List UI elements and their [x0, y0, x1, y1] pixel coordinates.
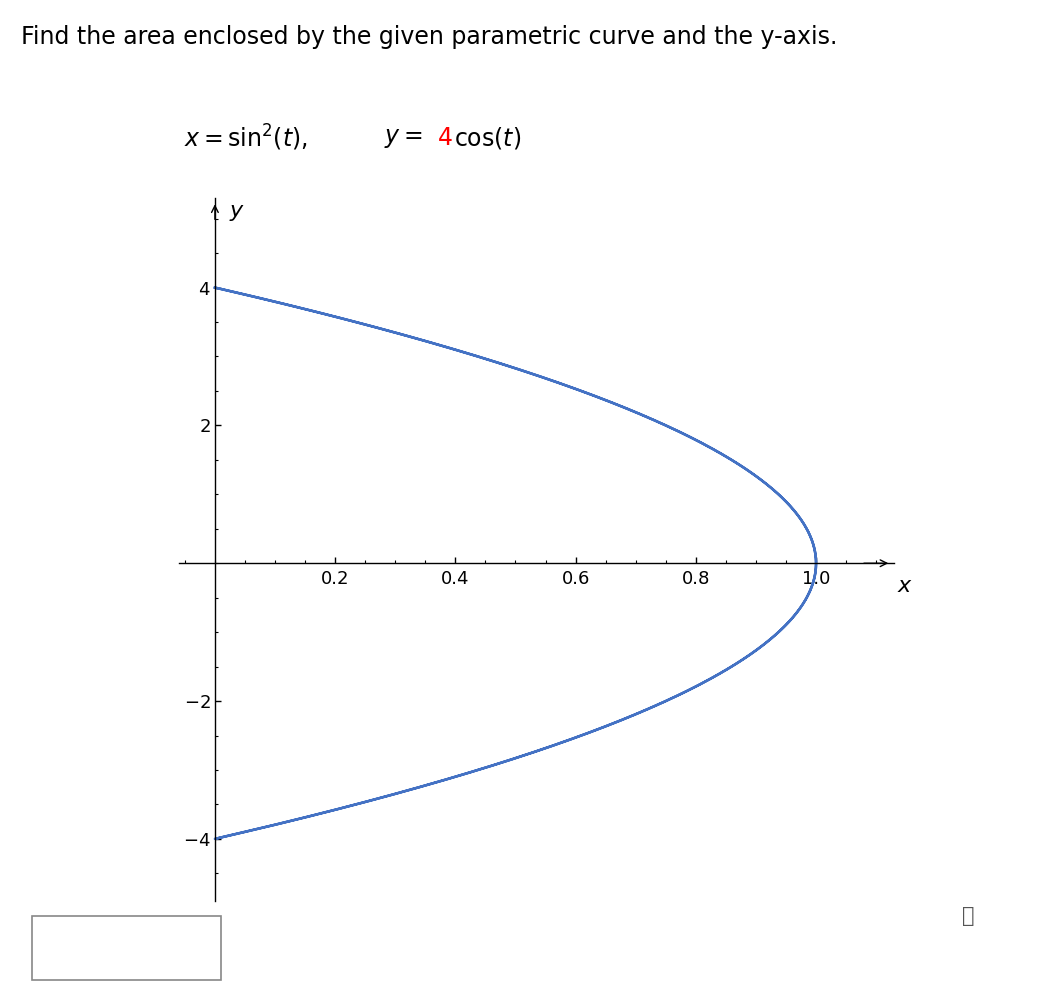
- Text: $x = \mathrm{sin}^2(t),$: $x = \mathrm{sin}^2(t),$: [184, 123, 308, 153]
- Text: ⓘ: ⓘ: [962, 906, 974, 926]
- Text: x: x: [897, 575, 910, 596]
- Text: $y =$: $y =$: [384, 126, 423, 150]
- Text: y: y: [230, 201, 243, 222]
- Text: $\mathrm{cos}(t)$: $\mathrm{cos}(t)$: [454, 125, 522, 151]
- Text: $4$: $4$: [437, 126, 452, 150]
- Text: Find the area enclosed by the given parametric curve and the y-axis.: Find the area enclosed by the given para…: [21, 25, 837, 49]
